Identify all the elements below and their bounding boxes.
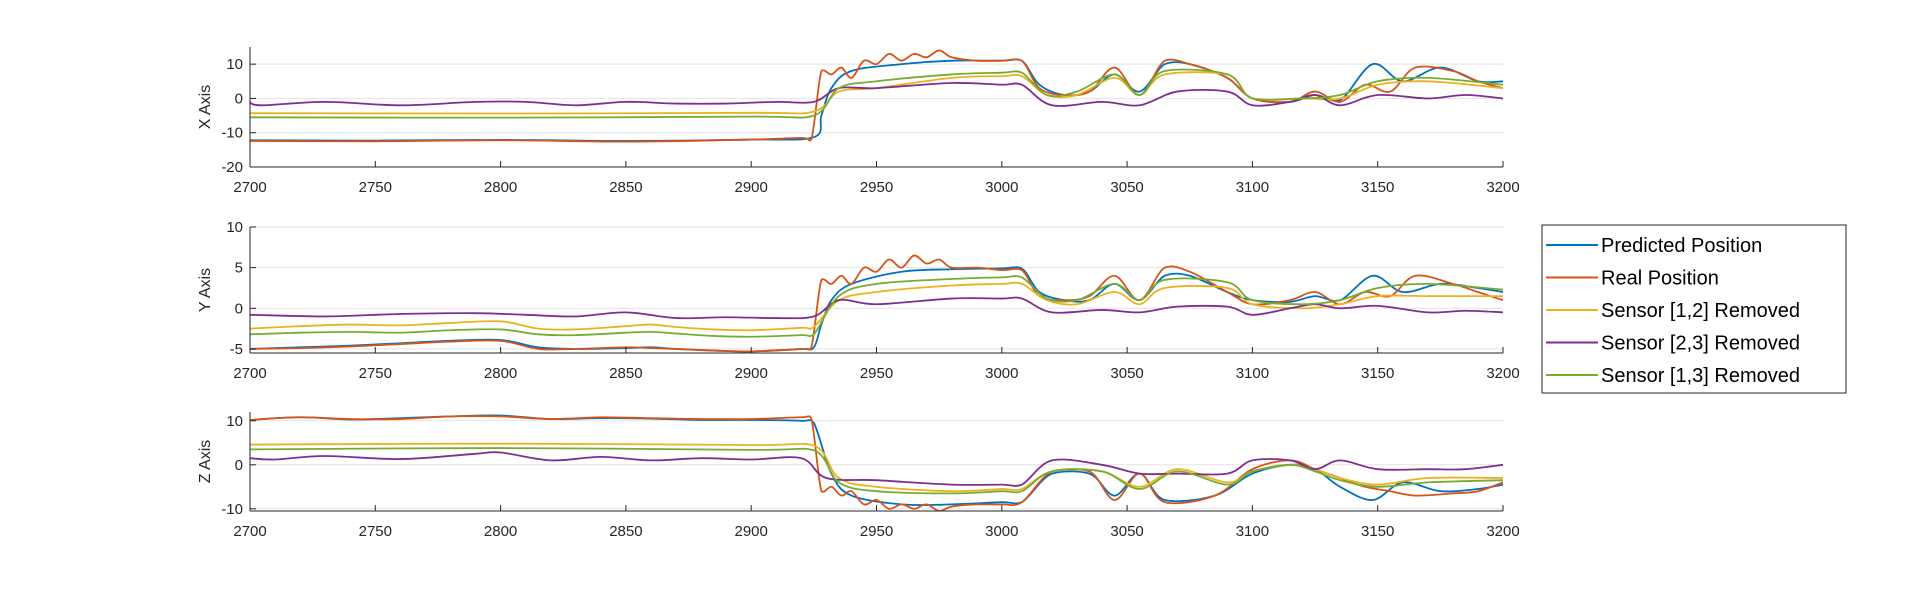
series-lines (250, 49, 1503, 143)
series-line-sensor-1-3-removed (250, 68, 1503, 119)
y-tick-label: 0 (235, 90, 243, 107)
x-tick-label: 2850 (609, 179, 642, 196)
x-tick-label: 3200 (1486, 365, 1519, 382)
y-axis-label: Z Axis (197, 440, 214, 484)
series-lines (250, 254, 1503, 353)
x-tick-label: 3150 (1361, 523, 1394, 540)
legend-label: Sensor [2,3] Removed (1601, 333, 1800, 355)
x-tick-label: 2900 (735, 179, 768, 196)
x-tick-label: 2700 (233, 179, 266, 196)
subplot-y-axis: 2700 2750 2800 2850 2900 2950 3000 3050 3100 3150… (197, 219, 1520, 382)
y-axis-label: Y Axis (197, 268, 214, 312)
y-tick-label: 0 (235, 457, 243, 474)
legend-label: Sensor [1,2] Removed (1601, 300, 1800, 322)
series-lines (250, 414, 1503, 511)
x-tick-label: 3100 (1236, 179, 1269, 196)
x-tick-label: 2850 (609, 523, 642, 540)
x-tick-label: 3000 (985, 523, 1018, 540)
x-tick-label: 2900 (735, 523, 768, 540)
legend-label: Predicted Position (1601, 235, 1762, 257)
x-tick-label: 3050 (1110, 523, 1143, 540)
x-tick-label: 3200 (1486, 179, 1519, 196)
series-line-real-position (250, 49, 1503, 143)
legend-label: Real Position (1601, 268, 1719, 290)
x-tick-label: 3150 (1361, 365, 1394, 382)
legend: Predicted Position Real Position Sensor [1… (1541, 224, 1847, 394)
legend-label: Sensor [1,3] Removed (1601, 365, 1800, 387)
x-tick-label: 3000 (985, 179, 1018, 196)
series-line-real-position (250, 254, 1503, 353)
x-tick-label: 3100 (1236, 365, 1269, 382)
series-line-sensor-1-2-removed (250, 281, 1503, 332)
legend-item-predicted-position: Predicted Position (1546, 235, 1762, 257)
subplot-x-axis: 2700 2750 2800 2850 2900 2950 3000 3050 3100 3150… (197, 47, 1520, 196)
x-tick-label: 2850 (609, 365, 642, 382)
series-line-sensor-1-3-removed (250, 447, 1503, 495)
x-tick-label: 2950 (860, 179, 893, 196)
x-tick-label: 3200 (1486, 523, 1519, 540)
series-line-sensor-2-3-removed (250, 296, 1503, 320)
y-tick-label: 0 (235, 300, 243, 317)
x-tick-label: 3100 (1236, 523, 1269, 540)
legend-item-sensor-1-2-removed: Sensor [1,2] Removed (1546, 300, 1800, 322)
y-tick-label: -5 (230, 341, 243, 358)
y-tick-label: 10 (226, 413, 243, 430)
y-tick-label: 10 (226, 219, 243, 236)
x-tick-label: 2750 (359, 365, 392, 382)
y-tick-label: 10 (226, 56, 243, 73)
legend-item-sensor-2-3-removed: Sensor [2,3] Removed (1546, 333, 1800, 355)
series-line-sensor-2-3-removed (250, 451, 1503, 487)
legend-item-sensor-1-3-removed: Sensor [1,3] Removed (1546, 365, 1800, 387)
x-tick-label: 2700 (233, 523, 266, 540)
y-axis-label: X Axis (197, 85, 214, 129)
x-tick-label: 3050 (1110, 365, 1143, 382)
y-tick-label: -10 (221, 501, 243, 518)
subplots: 2700 2750 2800 2850 2900 2950 3000 3050 3100 3150… (197, 47, 1520, 540)
x-tick-label: 2800 (484, 179, 517, 196)
x-tick-label: 2750 (359, 179, 392, 196)
subplot-z-axis: 2700 2750 2800 2850 2900 2950 3000 3050 3100 3150… (197, 412, 1520, 540)
x-tick-label: 2800 (484, 365, 517, 382)
y-tick-label: -20 (221, 159, 243, 176)
x-tick-label: 2950 (860, 365, 893, 382)
y-tick-label: -10 (221, 125, 243, 142)
series-line-predicted-position (250, 266, 1503, 353)
x-tick-label: 2950 (860, 523, 893, 540)
series-line-sensor-2-3-removed (250, 81, 1503, 107)
x-tick-label: 2750 (359, 523, 392, 540)
x-tick-label: 3000 (985, 365, 1018, 382)
x-tick-label: 3150 (1361, 179, 1394, 196)
x-tick-label: 2800 (484, 523, 517, 540)
y-tick-label: 5 (235, 260, 243, 277)
x-tick-label: 2900 (735, 365, 768, 382)
x-tick-label: 3050 (1110, 179, 1143, 196)
legend-item-real-position: Real Position (1546, 268, 1719, 290)
series-line-sensor-1-3-removed (250, 275, 1503, 338)
x-tick-label: 2700 (233, 365, 266, 382)
